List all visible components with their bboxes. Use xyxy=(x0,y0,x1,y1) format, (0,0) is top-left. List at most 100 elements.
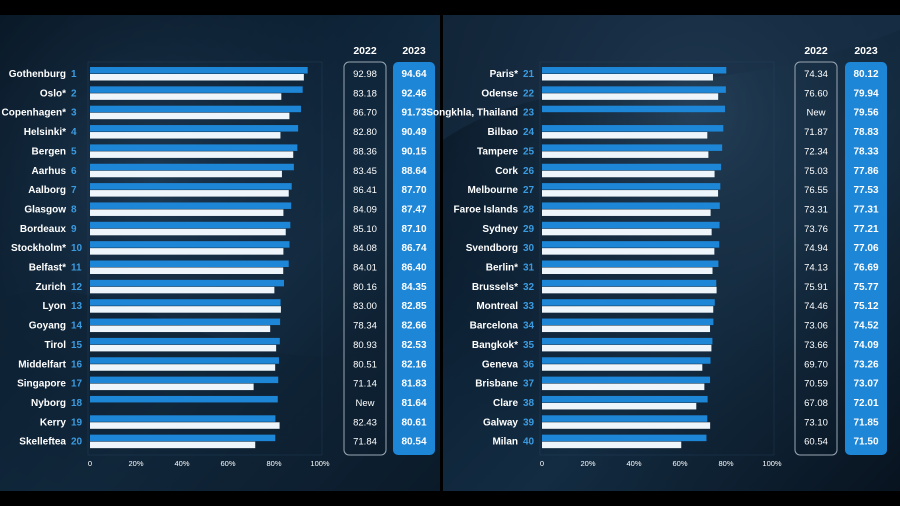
bar-2023 xyxy=(542,163,722,171)
table-row: Bordeaux 9 85.10 87.10 xyxy=(20,221,427,236)
table-row: Gothenburg 1 92.98 94.64 xyxy=(9,67,427,81)
value-2022: 86.70 xyxy=(353,108,377,119)
table-row: Zurich 12 80.16 84.35 xyxy=(35,279,427,294)
column-header-2022: 2022 xyxy=(353,45,377,57)
value-2023: 71.85 xyxy=(853,417,878,428)
city-name: Kerry xyxy=(40,417,67,428)
value-2023: 72.01 xyxy=(853,398,878,409)
bar-2022 xyxy=(90,383,254,391)
city-name: Galway xyxy=(483,417,518,428)
rank-number: 12 xyxy=(71,282,83,293)
table-row: Geneva 36 69.70 73.26 xyxy=(482,357,879,371)
bar-2023 xyxy=(542,67,727,74)
value-2022: 88.36 xyxy=(353,146,377,157)
x-tick-label: 40% xyxy=(626,459,641,468)
value-2023: 76.69 xyxy=(853,263,878,274)
bar-2023 xyxy=(90,260,289,267)
city-name: Lyon xyxy=(42,301,66,312)
rank-number: 28 xyxy=(523,204,535,215)
table-row: Bergen 5 88.36 90.15 xyxy=(32,144,427,158)
city-name: Goyang xyxy=(29,321,66,332)
value-2023: 94.64 xyxy=(401,69,426,80)
value-2022: 85.10 xyxy=(353,224,377,235)
value-2022: 74.94 xyxy=(804,243,828,254)
value-2023: 74.09 xyxy=(853,340,878,351)
value-2023: 87.70 xyxy=(401,185,426,196)
bar-2023 xyxy=(90,434,276,442)
bar-2022 xyxy=(542,74,713,81)
rank-number: 17 xyxy=(71,379,83,390)
bar-2023 xyxy=(90,318,281,326)
table-row: Clare 38 67.08 72.01 xyxy=(493,395,879,410)
table-row: Stockholm* 10 84.08 86.74 xyxy=(11,241,427,255)
city-name: Montreal xyxy=(476,301,518,312)
value-2022: 82.80 xyxy=(353,127,377,138)
box-2022 xyxy=(794,61,838,456)
x-tick-label: 80% xyxy=(266,459,281,468)
table-row: Glasgow 8 84.09 87.47 xyxy=(24,202,427,216)
table-row: Aarhus 6 83.45 88.64 xyxy=(32,163,427,178)
city-name: Stockholm* xyxy=(11,243,66,254)
value-2023: 82.66 xyxy=(401,321,426,332)
bar-2022 xyxy=(542,441,682,449)
city-name: Tampere xyxy=(477,146,518,157)
value-2022: 69.70 xyxy=(804,359,828,370)
value-2022: New xyxy=(355,398,374,409)
table-row: Paris* 21 74.34 80.12 xyxy=(490,67,879,81)
bar-2022 xyxy=(542,344,712,352)
bar-2022 xyxy=(542,190,719,197)
value-2023: 92.46 xyxy=(401,88,426,99)
rank-number: 14 xyxy=(71,321,83,332)
rank-number: 22 xyxy=(523,88,535,99)
table-row: Songkhla, Thailand 23 New 79.56 xyxy=(426,105,879,119)
table-row: Faroe Islands 28 73.31 77.31 xyxy=(454,202,879,216)
bar-2023 xyxy=(90,202,292,209)
city-name: Tirol xyxy=(45,340,67,351)
value-2023: 91.73 xyxy=(401,108,426,119)
city-name: Berlin* xyxy=(486,263,518,274)
rank-number: 16 xyxy=(71,359,83,370)
value-2023: 75.12 xyxy=(853,301,878,312)
city-name: Milan xyxy=(492,437,518,448)
value-2022: 84.01 xyxy=(353,263,377,274)
rank-number: 5 xyxy=(71,146,77,157)
table-row: Tampere 25 72.34 78.33 xyxy=(477,144,879,158)
bar-2023 xyxy=(90,144,298,151)
box-2022 xyxy=(343,61,387,456)
city-name: Cork xyxy=(495,166,518,177)
value-2022: 71.87 xyxy=(804,127,828,138)
value-2022: 76.60 xyxy=(804,88,828,99)
rank-number: 20 xyxy=(71,437,83,448)
rank-number: 1 xyxy=(71,69,77,80)
rank-number: 9 xyxy=(71,224,77,235)
city-name: Brisbane xyxy=(475,379,518,390)
value-2023: 90.15 xyxy=(401,146,426,157)
value-2022: 73.76 xyxy=(804,224,828,235)
value-2022: 80.16 xyxy=(353,282,377,293)
city-name: Paris* xyxy=(490,69,518,80)
bar-2022 xyxy=(90,93,282,100)
bar-2023 xyxy=(542,299,715,306)
rank-number: 33 xyxy=(523,301,535,312)
bar-2022 xyxy=(542,402,697,410)
bar-2022 xyxy=(542,209,711,216)
value-2023: 77.53 xyxy=(853,185,878,196)
value-2022: 71.14 xyxy=(353,379,377,390)
rank-number: 34 xyxy=(523,321,535,332)
value-2023: 77.86 xyxy=(853,166,878,177)
value-2022: 82.43 xyxy=(353,417,377,428)
bar-2023 xyxy=(90,183,292,190)
rank-number: 29 xyxy=(523,224,535,235)
x-tick-label: 0 xyxy=(540,459,544,468)
bar-2022 xyxy=(542,93,719,100)
value-2022: 72.34 xyxy=(804,146,828,157)
rank-number: 21 xyxy=(523,69,535,80)
value-2022: 84.09 xyxy=(353,204,377,215)
city-name: Geneva xyxy=(482,359,519,370)
city-name: Gothenburg xyxy=(9,69,66,80)
value-2023: 81.64 xyxy=(401,398,426,409)
value-2022: 84.08 xyxy=(353,243,377,254)
rank-number: 30 xyxy=(523,243,535,254)
rank-number: 6 xyxy=(71,166,77,177)
bar-2023 xyxy=(542,183,721,190)
